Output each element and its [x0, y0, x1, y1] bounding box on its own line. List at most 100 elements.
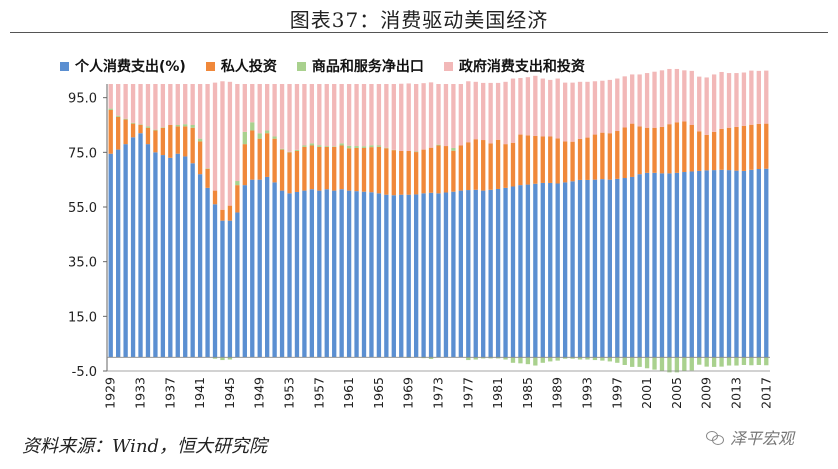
- bar-government: [212, 82, 218, 191]
- bar-net_exports: [287, 151, 292, 153]
- bar-consumption: [756, 169, 761, 358]
- bar-government: [279, 84, 285, 149]
- bar-net_exports: [153, 129, 158, 131]
- bar-government: [250, 84, 255, 123]
- bar-investment: [697, 131, 702, 171]
- bar-investment: [570, 141, 575, 182]
- bar-government: [719, 71, 724, 129]
- bar-investment: [116, 116, 121, 150]
- bar-net_exports: [451, 147, 456, 151]
- bar-consumption: [689, 171, 694, 358]
- bar-government: [190, 84, 195, 125]
- legend-item-consumption: 个人消费支出(%): [60, 56, 186, 76]
- bar-consumption: [235, 212, 240, 358]
- bar-investment: [600, 132, 605, 180]
- bar-investment: [533, 135, 538, 184]
- bar-government: [600, 80, 605, 133]
- bar-net_exports: [108, 108, 113, 110]
- bar-net_exports: [622, 357, 627, 365]
- bar-government: [764, 70, 769, 124]
- bar-net_exports: [250, 122, 255, 131]
- bar-consumption: [265, 176, 270, 358]
- bar-investment: [458, 145, 464, 191]
- bar-investment: [145, 127, 151, 145]
- bar-government: [413, 84, 419, 152]
- bar-investment: [227, 205, 233, 221]
- bar-investment: [756, 123, 761, 170]
- bar-investment: [682, 121, 687, 173]
- bar-investment: [242, 144, 247, 186]
- legend: 个人消费支出(%) 私人投资 商品和服务净出口 政府消费支出和投资: [60, 56, 605, 76]
- bar-government: [324, 84, 329, 147]
- bar-government: [138, 84, 143, 125]
- bar-government: [317, 84, 322, 146]
- bar-investment: [354, 147, 359, 192]
- bar-consumption: [443, 192, 449, 358]
- bar-net_exports: [689, 357, 694, 371]
- bar-consumption: [361, 191, 367, 358]
- bar-consumption: [592, 179, 598, 358]
- bar-net_exports: [302, 145, 307, 147]
- bar-government: [235, 84, 240, 182]
- bar-government: [749, 70, 754, 125]
- bar-government: [428, 82, 434, 148]
- bar-net_exports: [190, 125, 195, 128]
- bar-government: [376, 84, 382, 146]
- bar-consumption: [570, 181, 575, 358]
- bar-consumption: [421, 193, 426, 358]
- bar-investment: [481, 140, 486, 191]
- bar-investment: [205, 168, 210, 188]
- bar-consumption: [376, 193, 382, 358]
- bar-government: [384, 84, 389, 148]
- bar-government: [302, 84, 307, 146]
- bar-net_exports: [488, 357, 493, 359]
- bar-government: [175, 84, 180, 125]
- bar-consumption: [466, 190, 471, 358]
- bar-net_exports: [607, 357, 612, 362]
- bar-net_exports: [704, 357, 709, 367]
- bar-government: [272, 84, 277, 137]
- bar-investment: [652, 127, 657, 173]
- title-divider: [10, 32, 828, 33]
- bar-consumption: [548, 182, 553, 358]
- bar-consumption: [116, 149, 121, 358]
- bar-investment: [741, 125, 747, 171]
- bar-government: [361, 84, 367, 147]
- bar-net_exports: [116, 115, 121, 117]
- bar-consumption: [682, 172, 687, 358]
- bar-government: [346, 84, 352, 146]
- bar-net_exports: [272, 136, 277, 139]
- bar-investment: [183, 126, 188, 157]
- bar-consumption: [473, 189, 478, 358]
- bar-government: [518, 77, 523, 135]
- bar-consumption: [555, 183, 560, 358]
- bar-consumption: [324, 189, 329, 358]
- bar-net_exports: [220, 357, 225, 361]
- y-tick-label: 35.0: [68, 256, 97, 271]
- x-tick-label: 1945: [222, 377, 237, 409]
- bar-net_exports: [719, 357, 724, 367]
- bar-investment: [607, 133, 612, 180]
- bar-net_exports: [749, 357, 754, 366]
- bar-investment: [644, 127, 650, 173]
- bar-government: [674, 68, 680, 123]
- bar-consumption: [615, 178, 620, 358]
- bar-investment: [734, 126, 739, 171]
- bar-net_exports: [562, 357, 568, 359]
- bar-government: [555, 78, 560, 139]
- bar-government: [577, 81, 583, 139]
- bar-investment: [719, 128, 724, 170]
- bar-consumption: [369, 192, 374, 358]
- x-tick-label: 2009: [699, 377, 714, 409]
- bar-consumption: [391, 195, 396, 358]
- bar-government: [145, 84, 151, 127]
- bar-consumption: [346, 190, 352, 358]
- bar-government: [562, 82, 568, 142]
- bar-consumption: [622, 178, 627, 358]
- bar-investment: [726, 127, 732, 171]
- legend-swatch-investment: [205, 61, 215, 71]
- bar-consumption: [630, 176, 635, 358]
- bar-net_exports: [361, 146, 367, 148]
- bar-consumption: [227, 220, 233, 358]
- x-tick-label: 2001: [639, 377, 654, 409]
